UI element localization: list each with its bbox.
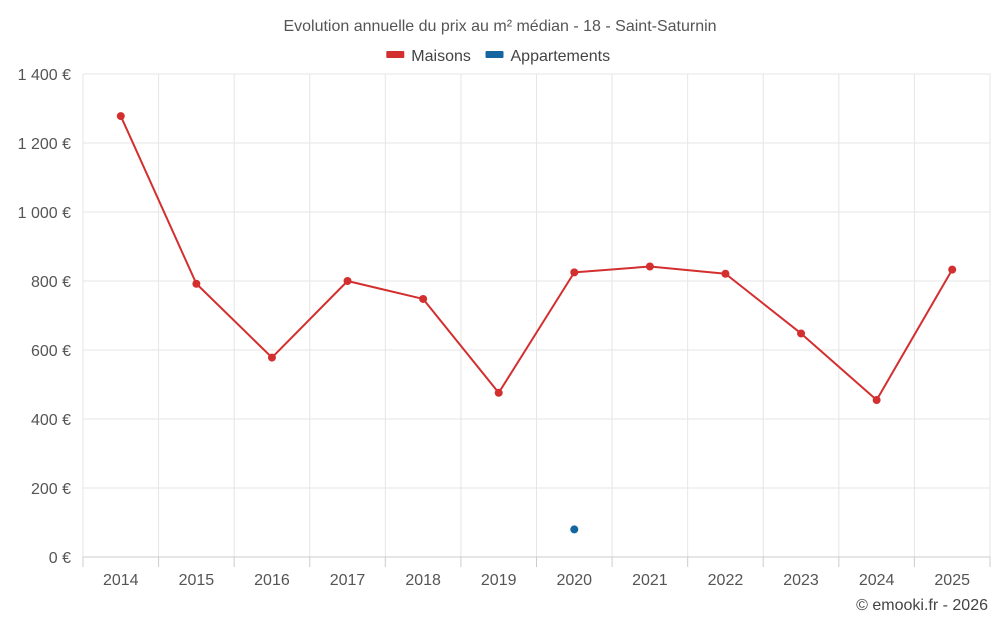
y-tick-label: 200 € xyxy=(31,481,71,498)
legend-item-appartements[interactable]: Appartements xyxy=(485,48,611,65)
data-point-maisons-2021[interactable] xyxy=(645,262,654,271)
data-point-maisons-2014[interactable] xyxy=(116,112,125,121)
series-line-maisons xyxy=(119,115,954,402)
x-tick-label: 2019 xyxy=(481,572,517,589)
data-point-maisons-2022[interactable] xyxy=(721,269,730,278)
data-point-maisons-2017[interactable] xyxy=(343,277,352,285)
x-tick-label: 2018 xyxy=(405,572,441,589)
legend-swatch xyxy=(386,51,405,58)
data-point-appartements-2020[interactable] xyxy=(570,525,579,534)
credit-text: © emooki.fr - 2026 xyxy=(856,597,988,614)
legend-item-maisons[interactable]: Maisons xyxy=(386,48,471,65)
series-layer xyxy=(116,112,957,534)
x-tick-label: 2016 xyxy=(254,572,290,589)
data-point-maisons-2016[interactable] xyxy=(267,353,276,362)
data-point-maisons-2015[interactable] xyxy=(192,279,201,288)
y-tick-label: 1 400 € xyxy=(18,67,71,84)
y-tick-label: 400 € xyxy=(31,412,71,429)
legend[interactable]: Maisons Appartements xyxy=(386,48,610,65)
data-point-maisons-2023[interactable] xyxy=(797,329,806,338)
x-tick-label: 2023 xyxy=(783,572,819,589)
y-tick-label: 600 € xyxy=(31,343,71,360)
chart-title: Evolution annuelle du prix au m² médian … xyxy=(283,18,716,35)
y-axis: 0 € 200 € 400 € 600 € 800 € 1 000 € 1 200 € 1 4… xyxy=(18,67,71,567)
series-appartements xyxy=(570,525,579,534)
data-point-maisons-2018[interactable] xyxy=(419,294,428,303)
legend-label: Maisons xyxy=(411,48,471,65)
x-tick-label: 2014 xyxy=(103,572,139,589)
x-tick-label: 2022 xyxy=(708,572,744,589)
y-tick-label: 1 000 € xyxy=(18,205,71,222)
grid xyxy=(82,73,991,557)
data-point-maisons-2019[interactable] xyxy=(494,388,503,397)
legend-swatch xyxy=(485,51,504,58)
x-tick-label: 2025 xyxy=(934,572,970,589)
x-tick-label: 2015 xyxy=(179,572,215,589)
y-tick-label: 1 200 € xyxy=(18,136,71,153)
x-axis: 2014 2015 2016 2017 2018 2019 2020 2021 2022 2023… xyxy=(82,556,991,589)
x-tick-label: 2021 xyxy=(632,572,668,589)
data-point-maisons-2024[interactable] xyxy=(872,396,881,405)
x-tick-label: 2024 xyxy=(859,572,895,589)
legend-label: Appartements xyxy=(511,48,611,65)
y-tick-label: 0 € xyxy=(49,550,71,567)
data-point-maisons-2025[interactable] xyxy=(948,265,957,274)
series-maisons xyxy=(116,112,957,405)
x-tick-label: 2020 xyxy=(556,572,592,589)
data-point-maisons-2020[interactable] xyxy=(570,268,579,277)
y-tick-label: 800 € xyxy=(31,274,71,291)
x-tick-label: 2017 xyxy=(330,572,366,589)
